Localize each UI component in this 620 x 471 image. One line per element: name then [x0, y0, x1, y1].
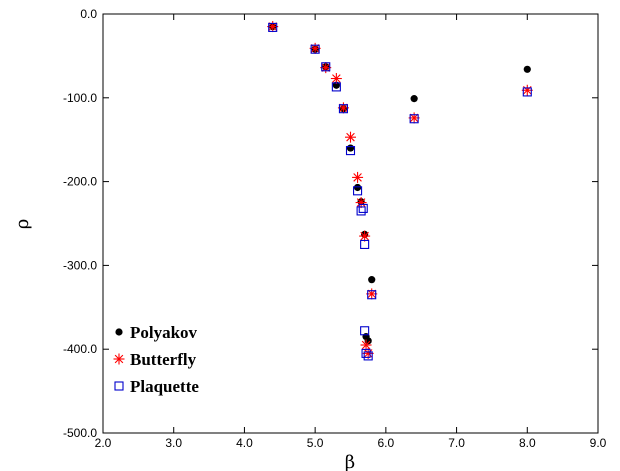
series-butterfly: [267, 21, 533, 359]
plot-frame: [102, 13, 599, 434]
data-point-butterfly: [360, 339, 372, 351]
legend-label-polyakov: Polyakov: [130, 323, 198, 342]
legend-marker-butterfly: [113, 353, 125, 365]
x-tick-label: 8.0: [519, 436, 536, 450]
y-axis-label: ρ: [12, 219, 33, 230]
data-point-polyakov: [346, 144, 355, 152]
y-tick-label: -500.0: [63, 426, 97, 440]
y-tick-label: -300.0: [63, 258, 97, 272]
data-markers: [267, 21, 533, 361]
y-tick-label: -100.0: [63, 91, 97, 105]
data-point-plaquette: [353, 186, 363, 196]
x-tick-label: 2.0: [95, 436, 112, 450]
data-point-plaquette: [522, 87, 532, 97]
data-point-plaquette: [361, 348, 371, 358]
legend: Polyakov Butterfly Plaquette: [113, 323, 199, 396]
data-point-plaquette: [360, 239, 370, 249]
x-tick-label: 3.0: [165, 436, 182, 450]
x-tick-label: 9.0: [590, 436, 607, 450]
data-point-polyakov: [410, 95, 418, 103]
data-point-polyakov: [353, 183, 362, 192]
data-point-plaquette: [367, 290, 377, 300]
data-point-butterfly: [352, 171, 364, 183]
data-point-plaquette: [331, 82, 341, 92]
data-point-plaquette: [358, 203, 368, 213]
legend-marker-polyakov: [115, 328, 123, 336]
data-point-plaquette: [345, 146, 356, 156]
data-point-butterfly: [345, 131, 356, 143]
data-point-plaquette: [356, 206, 366, 216]
data-point-butterfly: [359, 230, 371, 242]
y-tick-label: -400.0: [63, 342, 97, 356]
axis-tick-labels: 2.0 3.0 4.0 5.0 6.0 7.0 8.0 9.0 0.0 -100.0 -200.0 -…: [63, 7, 607, 450]
legend-marker-plaquette: [114, 381, 124, 391]
legend-label-plaquette: Plaquette: [130, 377, 199, 396]
series-polyakov: [269, 22, 531, 345]
series-plaquette: [268, 22, 532, 361]
data-point-butterfly: [355, 197, 367, 209]
y-tick-label: 0.0: [80, 7, 97, 21]
data-point-plaquette: [321, 62, 331, 72]
data-point-plaquette: [268, 22, 278, 32]
legend-label-butterfly: Butterfly: [130, 350, 197, 369]
axis-ticks: [102, 13, 599, 434]
x-axis-label: β: [345, 452, 355, 471]
x-tick-label: 7.0: [448, 436, 465, 450]
x-tick-label: 4.0: [236, 436, 253, 450]
x-tick-label: 5.0: [307, 436, 324, 450]
data-point-butterfly: [330, 73, 342, 85]
data-point-plaquette: [363, 351, 373, 361]
data-point-plaquette: [409, 114, 419, 124]
data-point-plaquette: [310, 44, 320, 54]
y-tick-label: -200.0: [63, 175, 97, 189]
data-point-polyakov: [368, 276, 376, 284]
data-point-plaquette: [338, 104, 348, 114]
data-point-plaquette: [360, 326, 370, 336]
x-tick-label: 6.0: [378, 436, 395, 450]
data-point-polyakov: [523, 65, 531, 73]
